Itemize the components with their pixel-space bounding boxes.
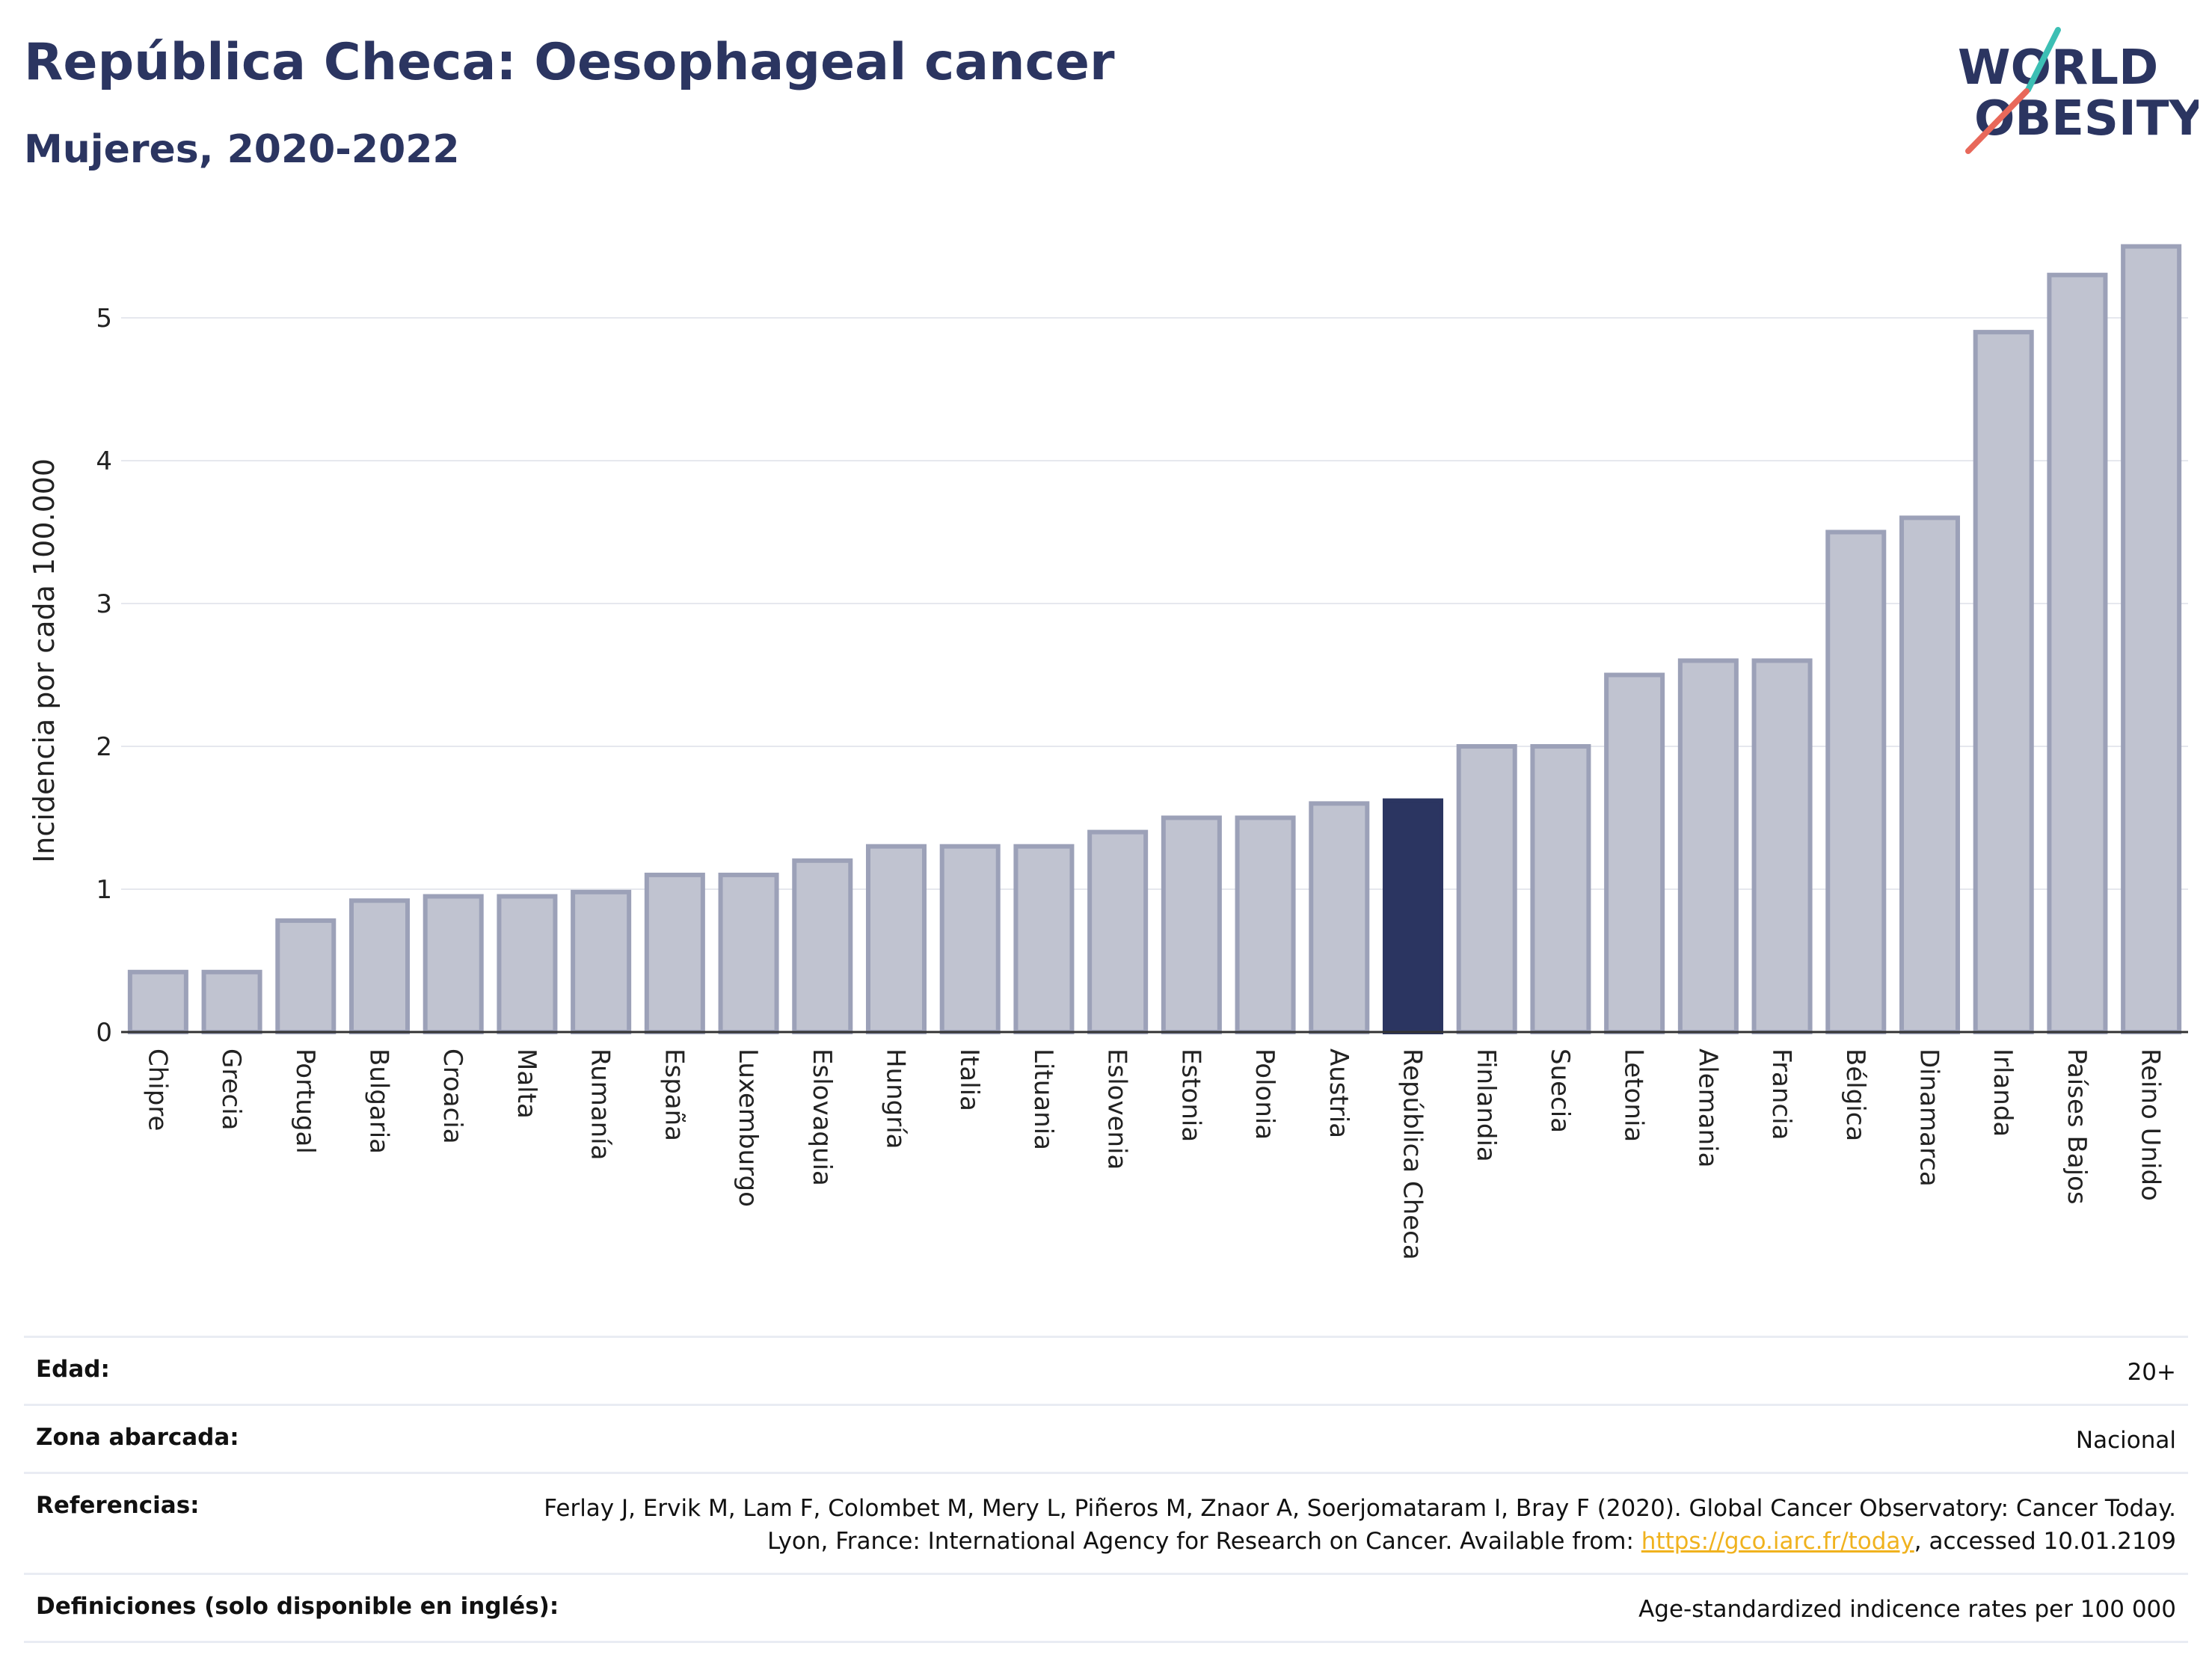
info-key-definitions: Definiciones (solo disponible en inglés)… bbox=[36, 1593, 559, 1620]
x-tick-label: Finlandia bbox=[1471, 1048, 1501, 1162]
y-tick-label: 4 bbox=[96, 446, 112, 476]
logo-slash-coral bbox=[1965, 88, 2030, 154]
y-axis-title: Incidencia por cada 100.000 bbox=[28, 458, 61, 863]
bar-rumanía bbox=[571, 889, 632, 1034]
bar-lituania bbox=[1013, 844, 1075, 1034]
x-tick-label: Francia bbox=[1766, 1048, 1796, 1140]
info-key-zone: Zona abarcada: bbox=[36, 1424, 239, 1451]
page-subtitle: Mujeres, 2020-2022 bbox=[24, 127, 460, 172]
x-tick-label: Luxemburgo bbox=[733, 1048, 763, 1207]
info-val-age: 20+ bbox=[2127, 1359, 2176, 1386]
x-axis-labels: Chipre Grecia Portugal Bulgaria Croacia Malta… bbox=[142, 1048, 2165, 1260]
info-key-references: Referencias: bbox=[36, 1492, 200, 1519]
x-tick-label: Italia bbox=[954, 1048, 984, 1111]
info-val-zone: Nacional bbox=[2075, 1427, 2176, 1454]
x-tick-label: Hungría bbox=[881, 1048, 911, 1149]
bar-república-checa bbox=[1382, 798, 1444, 1034]
bar-hungría bbox=[865, 844, 927, 1034]
x-tick-label: Croacia bbox=[437, 1048, 467, 1144]
bar-croacia bbox=[423, 894, 484, 1035]
y-tick-label: 0 bbox=[96, 1018, 112, 1048]
bar-eslovenia bbox=[1087, 829, 1149, 1034]
info-table: Edad: 20+ Zona abarcada: Nacional Refere… bbox=[24, 1336, 2188, 1643]
x-tick-label: República Checa bbox=[1398, 1048, 1428, 1260]
reference-accessed: , accessed 10.01.2109 bbox=[1914, 1528, 2176, 1555]
y-tick-label: 3 bbox=[96, 589, 112, 619]
bar-italia bbox=[939, 844, 1001, 1034]
x-tick-label: Rumanía bbox=[586, 1048, 615, 1160]
info-val-references: Ferlay J, Ervik M, Lam F, Colombet M, Me… bbox=[531, 1492, 2176, 1558]
bar-alemania bbox=[1677, 658, 1739, 1035]
bar-finlandia bbox=[1456, 744, 1517, 1034]
info-key-age: Edad: bbox=[36, 1356, 110, 1383]
bar-reino-unido bbox=[2121, 244, 2182, 1034]
bar-irlanda bbox=[1973, 330, 2034, 1035]
x-tick-label: Eslovaquia bbox=[807, 1048, 837, 1186]
bar-chart: 0 1 2 3 4 5 Chipre Grecia Portugal Bulgaria Croac… bbox=[28, 244, 2188, 1260]
bar-letonia bbox=[1604, 672, 1665, 1034]
x-tick-label: Países Bajos bbox=[2062, 1048, 2092, 1205]
bars bbox=[127, 244, 2182, 1035]
x-tick-label: Chipre bbox=[142, 1048, 172, 1131]
bar-suecia bbox=[1530, 744, 1591, 1034]
world-obesity-logo: WORLD OBESITY bbox=[1958, 27, 2199, 154]
x-tick-label: Dinamarca bbox=[1914, 1048, 1944, 1187]
y-tick-label: 2 bbox=[96, 732, 112, 762]
info-val-definitions: Age-standardized indicence rates per 100… bbox=[1638, 1596, 2176, 1623]
x-tick-label: Eslovenia bbox=[1102, 1048, 1132, 1170]
bar-portugal bbox=[275, 918, 337, 1035]
bar-bélgica bbox=[1825, 529, 1887, 1034]
x-tick-label: Irlanda bbox=[1988, 1048, 2018, 1137]
x-tick-label: Portugal bbox=[290, 1048, 320, 1154]
info-row-zone: Zona abarcada: Nacional bbox=[24, 1404, 2188, 1472]
x-tick-label: Bélgica bbox=[1840, 1048, 1870, 1141]
x-tick-label: España bbox=[659, 1048, 689, 1141]
bar-malta bbox=[497, 894, 558, 1035]
page-title: República Checa: Oesophageal cancer bbox=[24, 33, 1115, 92]
reference-link[interactable]: https://gco.iarc.fr/today bbox=[1641, 1528, 1914, 1555]
bar-dinamarca bbox=[1899, 515, 1961, 1034]
info-row-definitions: Definiciones (solo disponible en inglés)… bbox=[24, 1573, 2188, 1643]
bar-austria bbox=[1309, 801, 1370, 1035]
y-axis-ticks: 0 1 2 3 4 5 bbox=[96, 304, 112, 1048]
info-row-age: Edad: 20+ bbox=[24, 1336, 2188, 1404]
bar-estonia bbox=[1161, 815, 1222, 1034]
x-tick-label: Austria bbox=[1324, 1048, 1354, 1138]
bar-chipre bbox=[127, 969, 188, 1035]
logo-line2: OBESITY bbox=[1974, 91, 2199, 147]
x-tick-label: Grecia bbox=[216, 1048, 246, 1130]
bar-bulgaria bbox=[348, 898, 411, 1035]
bar-luxemburgo bbox=[718, 872, 779, 1035]
x-tick-label: Lituania bbox=[1028, 1048, 1058, 1150]
info-row-references: Referencias: Ferlay J, Ervik M, Lam F, C… bbox=[24, 1472, 2188, 1573]
x-tick-label: Estonia bbox=[1176, 1048, 1205, 1142]
bar-eslovaquia bbox=[792, 858, 853, 1035]
x-tick-label: Bulgaria bbox=[364, 1048, 394, 1154]
bar-grecia bbox=[201, 969, 262, 1035]
x-tick-label: Suecia bbox=[1545, 1048, 1575, 1133]
y-tick-label: 1 bbox=[96, 875, 112, 905]
x-tick-label: Malta bbox=[511, 1048, 541, 1119]
x-tick-label: Polonia bbox=[1250, 1048, 1279, 1140]
bar-francia bbox=[1751, 658, 1813, 1035]
x-tick-label: Letonia bbox=[1619, 1048, 1649, 1142]
bar-españa bbox=[644, 872, 705, 1035]
x-tick-label: Reino Unido bbox=[2136, 1048, 2166, 1201]
reference-text: Ferlay J, Ervik M, Lam F, Colombet M, Me… bbox=[544, 1495, 2176, 1555]
y-tick-label: 5 bbox=[96, 304, 112, 334]
x-tick-label: Alemania bbox=[1692, 1048, 1722, 1167]
logo-line1: WORLD bbox=[1958, 40, 2158, 96]
bar-polonia bbox=[1235, 815, 1296, 1034]
logo-slash-teal bbox=[2025, 27, 2061, 93]
bar-países-bajos bbox=[2047, 272, 2108, 1034]
